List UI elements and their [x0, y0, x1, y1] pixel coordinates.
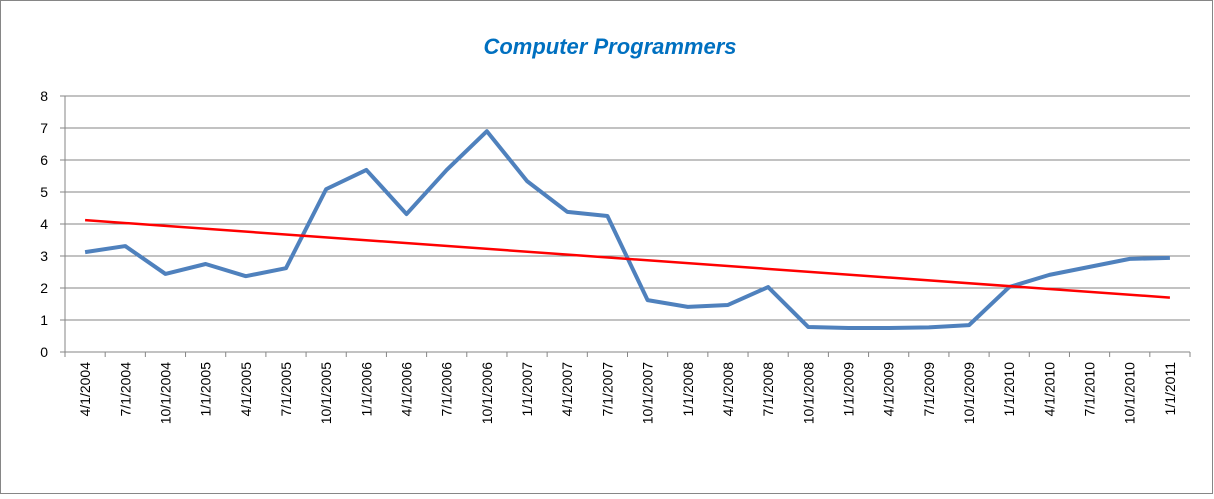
x-tick-label: 10/1/2008 [800, 362, 816, 424]
x-tick-label: 10/1/2010 [1122, 362, 1138, 424]
x-tick-label: 4/1/2009 [881, 362, 897, 417]
x-tick-label: 10/1/2006 [479, 362, 495, 424]
x-tick-label: 7/1/2004 [117, 362, 133, 417]
y-tick-label: 1 [40, 312, 48, 328]
x-tick-label: 1/1/2009 [840, 362, 856, 417]
y-tick-label: 4 [40, 216, 48, 232]
x-tick-label: 10/1/2004 [157, 362, 173, 424]
x-tick-label: 4/1/2008 [720, 362, 736, 417]
trend-line [85, 218, 1170, 299]
y-tick-label: 8 [40, 88, 48, 104]
x-tick-label: 7/1/2007 [599, 362, 615, 417]
x-tick-label: 1/1/2005 [198, 362, 214, 417]
x-tick-label: 4/1/2004 [77, 362, 93, 417]
x-tick-label: 7/1/2010 [1082, 362, 1098, 417]
y-tick-label: 2 [40, 280, 48, 296]
x-tick-label: 10/1/2007 [640, 362, 656, 424]
x-tick-label: 4/1/2006 [399, 362, 415, 417]
x-tick-label: 7/1/2005 [278, 362, 294, 417]
x-tick-label: 4/1/2007 [559, 362, 575, 417]
y-tick-label: 3 [40, 248, 48, 264]
x-tick-label: 4/1/2005 [238, 362, 254, 417]
y-tick-label: 0 [40, 344, 48, 360]
y-tick-label: 7 [40, 120, 48, 136]
x-tick-label: 1/1/2010 [1001, 362, 1017, 417]
x-tick-label: 1/1/2011 [1162, 362, 1178, 416]
x-tick-label: 7/1/2009 [921, 362, 937, 417]
x-tick-label: 10/1/2009 [961, 362, 977, 424]
y-tick-label: 6 [40, 152, 48, 168]
y-tick-label: 5 [40, 184, 48, 200]
chart-title: Computer Programmers [483, 34, 736, 59]
x-tick-label: 1/1/2008 [680, 362, 696, 417]
x-tick-label: 1/1/2006 [358, 362, 374, 417]
x-tick-label: 1/1/2007 [519, 362, 535, 417]
x-tick-label: 7/1/2006 [439, 362, 455, 417]
x-tick-label: 4/1/2010 [1041, 362, 1057, 417]
x-tick-label: 7/1/2008 [760, 362, 776, 417]
x-tick-label: 10/1/2005 [318, 362, 334, 424]
